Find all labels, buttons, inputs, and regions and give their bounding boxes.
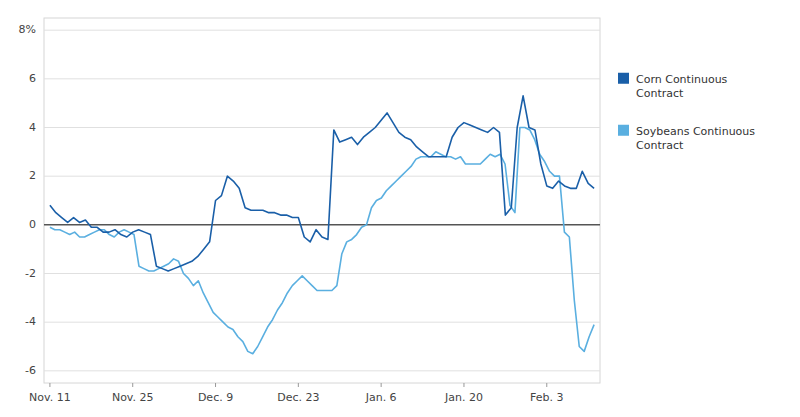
y-tick-label: -6 <box>25 364 36 377</box>
y-tick-label: 4 <box>29 121 36 134</box>
x-tick <box>215 383 216 387</box>
legend-label: Corn ContinuousContract <box>636 73 728 100</box>
data <box>50 96 594 354</box>
y-tick-label: 6 <box>29 72 36 85</box>
x-tick <box>132 383 133 387</box>
y-tick-label: 2 <box>29 169 36 182</box>
y-axis: -6 -4 -2 0 2 4 6 8% <box>19 23 36 377</box>
grid-line <box>44 30 600 31</box>
x-tick <box>49 383 50 387</box>
x-tick <box>298 383 299 387</box>
grid <box>44 30 600 371</box>
y-tick-label: -2 <box>25 267 36 280</box>
x-axis: Nov. 11 Nov. 25 Dec. 9 Dec. 23 Jan. 6 Jan. 20… <box>29 383 563 404</box>
x-tick <box>463 383 464 387</box>
series-line <box>50 128 594 354</box>
grid-line <box>44 370 600 371</box>
chart: -6 -4 -2 0 2 4 6 8% Nov. 11 Nov. 25 Dec. 9 Dec. 23 J… <box>0 0 800 417</box>
legend: Corn ContinuousContract Soybeans Continuo… <box>618 73 755 152</box>
legend-swatch <box>618 73 629 84</box>
x-tick <box>546 383 547 387</box>
legend-label: Soybeans ContinuousContract <box>636 125 755 152</box>
plot-frame <box>44 18 600 383</box>
x-tick <box>381 383 382 387</box>
y-tick-label: 0 <box>29 218 36 231</box>
zero-line <box>44 224 600 226</box>
series-line <box>50 96 594 271</box>
legend-swatch <box>618 125 629 136</box>
x-tick-label: Nov. 11 <box>29 391 71 404</box>
chart-container: -6 -4 -2 0 2 4 6 8% Nov. 11 Nov. 25 Dec. 9 Dec. 23 J… <box>0 0 800 417</box>
grid-line <box>44 273 600 274</box>
y-tick-label: -4 <box>25 315 36 328</box>
grid-line <box>44 78 600 79</box>
x-tick-label: Nov. 25 <box>112 391 154 404</box>
y-tick-label: 8% <box>19 23 36 36</box>
x-tick-label: Jan. 20 <box>444 391 483 404</box>
x-tick-label: Jan. 6 <box>365 391 397 404</box>
x-tick-label: Dec. 23 <box>277 391 319 404</box>
x-tick-label: Dec. 9 <box>198 391 233 404</box>
grid-line <box>44 322 600 323</box>
x-tick-label: Feb. 3 <box>530 391 563 404</box>
